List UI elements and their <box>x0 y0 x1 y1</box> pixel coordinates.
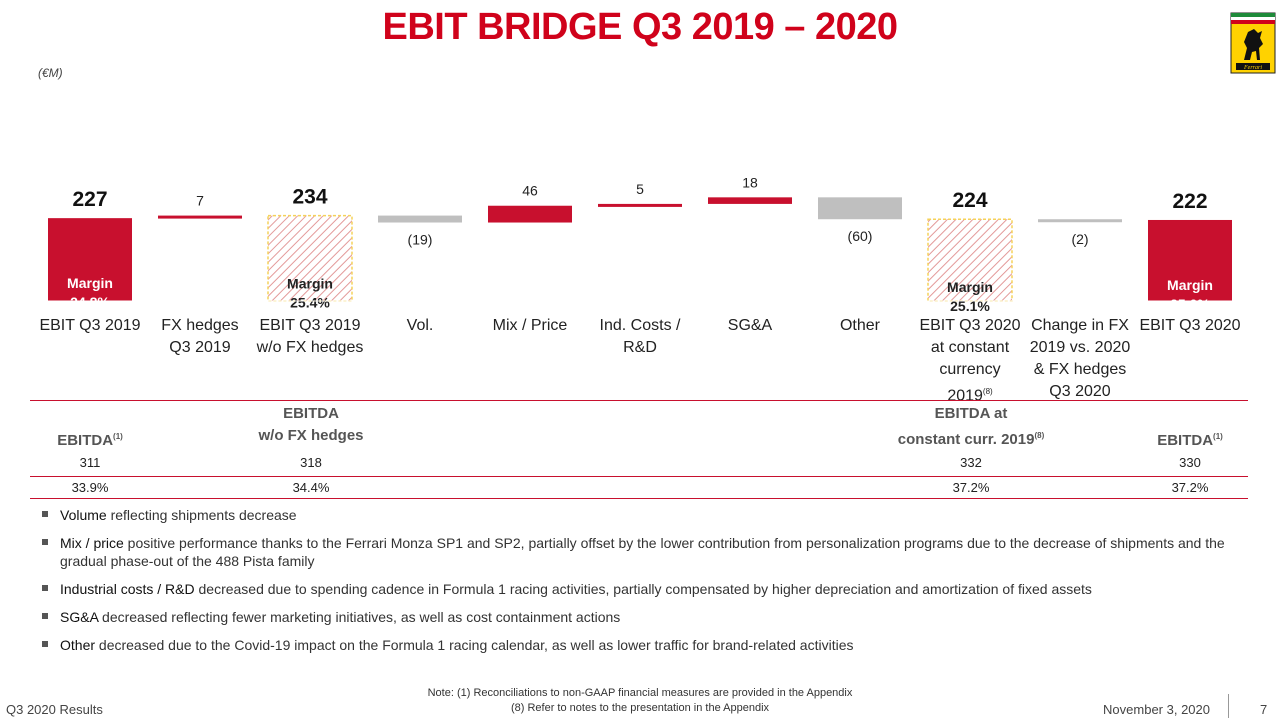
page-title: EBIT BRIDGE Q3 2019 – 2020 <box>382 6 898 48</box>
value-label-8: (60) <box>848 228 873 244</box>
value-label-11: 222 <box>1172 190 1207 213</box>
divider-mid <box>30 476 1248 477</box>
value-label-2: 7 <box>196 193 204 209</box>
margin-label-1: Margin <box>67 275 113 291</box>
bullet-text: decreased due to spending cadence in For… <box>194 581 1092 597</box>
bar-10 <box>1038 219 1122 223</box>
prancing-horse-icon <box>1244 29 1263 60</box>
margin-label-3: Margin <box>287 276 333 292</box>
value-label-6: 5 <box>636 181 644 197</box>
ebitda-margin-3: 37.2% <box>952 480 990 495</box>
value-label-7: 18 <box>742 174 758 190</box>
category-label-2: FX hedges Q3 2019 <box>161 317 239 356</box>
category-label-6: Ind. Costs / R&D <box>599 317 681 356</box>
footer-note-1: Note: (1) Reconciliations to non-GAAP fi… <box>427 687 853 699</box>
bar-1 <box>48 218 132 301</box>
value-label-10: (2) <box>1071 231 1088 247</box>
bullet-lead: Industrial costs / R&D <box>60 581 195 597</box>
margin-label-9: 25.1% <box>950 298 990 314</box>
category-label-8: Other <box>839 317 880 334</box>
margin-label-1: 24.8% <box>70 294 110 310</box>
bullet-item: Mix / price positive performance thanks … <box>40 534 1240 570</box>
value-label-4: (19) <box>408 232 433 248</box>
footer-title: Q3 2020 Results <box>6 702 103 717</box>
margin-label-9: Margin <box>947 279 993 295</box>
bar-4 <box>378 215 462 223</box>
bullet-lead: SG&A <box>60 609 99 625</box>
footer-separator <box>1228 694 1229 718</box>
category-label-1: EBIT Q3 2019 <box>39 317 141 334</box>
bullet-item: Other decreased due to the Covid-19 impa… <box>40 636 1240 654</box>
bullet-lead: Mix / price <box>60 535 124 551</box>
bullet-lead: Volume <box>60 507 107 523</box>
bar-8 <box>818 197 902 220</box>
value-label-5: 46 <box>522 183 538 199</box>
bar-2 <box>158 215 242 219</box>
footer-date: November 3, 2020 <box>1103 702 1210 717</box>
category-label-10: Change in FX 2019 vs. 2020 & FX hedges Q3 2… <box>1029 317 1131 400</box>
bar-5 <box>488 205 572 223</box>
bullet-text: decreased reflecting fewer marketing ini… <box>98 609 621 625</box>
margin-label-3: 25.4% <box>290 295 330 311</box>
ebitda-value-3: 332 <box>960 455 982 470</box>
ebitda-value-2: 318 <box>300 455 322 470</box>
bar-7 <box>708 197 792 204</box>
svg-text:Ferrari: Ferrari <box>1243 65 1262 71</box>
category-label-3: EBIT Q3 2019 w/o FX hedges <box>256 317 364 356</box>
bullet-text: decreased due to the Covid-19 impact on … <box>95 637 854 653</box>
bullet-text: reflecting shipments decrease <box>106 507 297 523</box>
margin-label-11: Margin <box>1167 277 1213 293</box>
category-label-4: Vol. <box>406 317 434 334</box>
category-label-11: EBIT Q3 2020 <box>1139 317 1241 334</box>
ebitda-header-4: EBITDA(1) <box>1157 432 1223 449</box>
ebit-bridge-chart: 227 Margin 24.8% 7 234 Margin 25.4% (19) 46 5 18 (6… <box>30 174 1250 314</box>
ebitda-value-1: 311 <box>79 455 101 470</box>
ebitda-header-2: EBITDA w/o FX hedges <box>258 405 364 444</box>
divider-bottom <box>30 498 1248 499</box>
value-label-9: 224 <box>952 189 987 212</box>
category-label-9: EBIT Q3 2020 at constant currency 2019(8) <box>919 317 1021 405</box>
commentary-list: Volume reflecting shipments decrease Mix … <box>40 506 1240 664</box>
bullet-lead: Other <box>60 637 96 653</box>
ebitda-margin-2: 34.4% <box>292 480 330 495</box>
ebitda-header-1: EBITDA(1) <box>57 432 123 449</box>
bullet-item: Industrial costs / R&D decreased due to … <box>40 580 1240 598</box>
ebitda-margin-1: 33.9% <box>71 480 109 495</box>
category-label-5: Mix / Price <box>492 317 568 334</box>
bullet-text: positive performance thanks to the Ferra… <box>60 535 1225 569</box>
divider-top <box>30 400 1248 401</box>
bar-11 <box>1148 219 1232 301</box>
category-label-7: SG&A <box>727 317 773 334</box>
bullet-item: Volume reflecting shipments decrease <box>40 506 1240 524</box>
value-label-1: 227 <box>72 188 107 211</box>
ebitda-value-4: 330 <box>1179 455 1201 470</box>
footer-note-2: (8) Refer to notes to the presentation i… <box>510 702 770 714</box>
ebitda-margin-4: 37.2% <box>1171 480 1209 495</box>
page-number: 7 <box>1260 702 1268 717</box>
unit-label: (€M) <box>38 66 63 80</box>
bar-6 <box>598 203 682 207</box>
ferrari-logo: Ferrari <box>1230 12 1276 74</box>
bullet-item: SG&A decreased reflecting fewer marketin… <box>40 608 1240 626</box>
value-label-3: 234 <box>292 186 327 209</box>
margin-label-11: 25.0% <box>1170 296 1210 312</box>
footer-notes: Note: (1) Reconciliations to non-GAAP fi… <box>340 686 940 716</box>
ebitda-header-3: EBITDA at constant curr. 2019(8) <box>897 405 1045 448</box>
